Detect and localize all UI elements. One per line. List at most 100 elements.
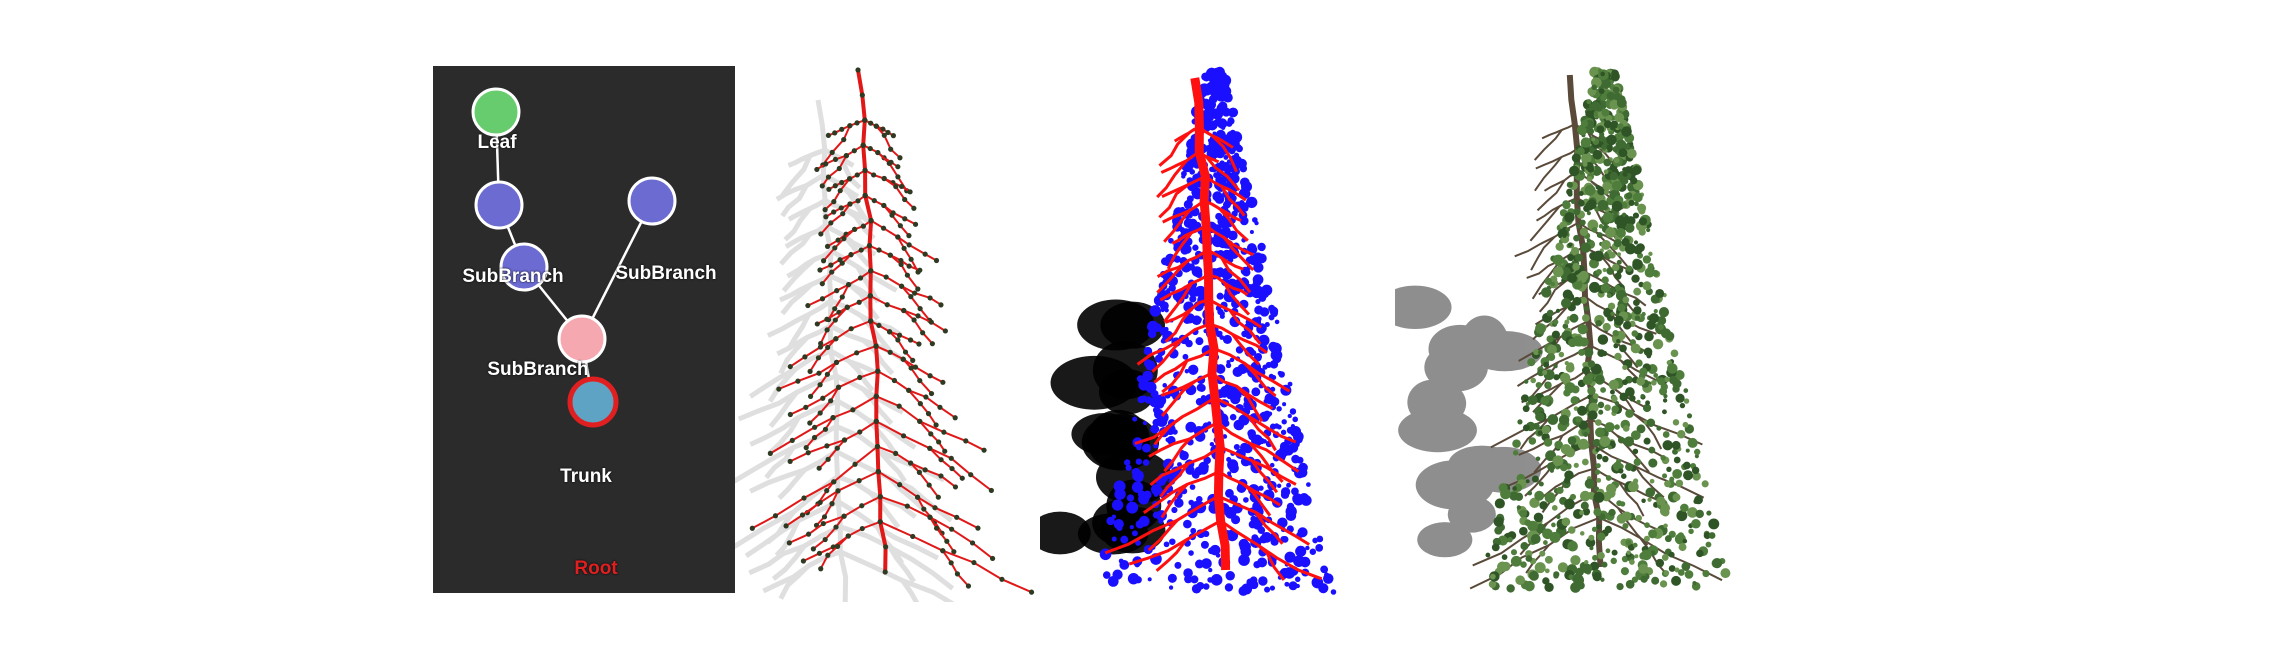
segmented-branch: [1217, 494, 1310, 546]
skeleton-branch: [821, 155, 848, 187]
textured-branch: [1533, 129, 1563, 161]
segmented-branch: [1247, 415, 1277, 452]
textured-branch: [1534, 156, 1563, 192]
skeleton-branch: [877, 470, 979, 529]
segmented-branch: [1163, 282, 1193, 323]
segmented-branch: [1155, 539, 1188, 572]
textured-branch: [1516, 344, 1591, 387]
segmented-branch: [1223, 282, 1251, 316]
segmented-branch: [1161, 360, 1189, 394]
segmented-branch: [1219, 445, 1297, 486]
segmented-branch: [1148, 421, 1219, 458]
segmented-branch: [1254, 511, 1284, 545]
segmented-branch: [1204, 175, 1247, 202]
segmented-branch: [1156, 159, 1188, 199]
node-subbranch-1: [474, 180, 524, 230]
skeleton-branch: [875, 420, 993, 492]
skeleton-branch: [819, 306, 849, 344]
skeleton-branch: [879, 495, 994, 560]
textured-branch: [1518, 418, 1591, 456]
textured-branch: [1632, 413, 1663, 450]
skeleton-branch: [827, 284, 850, 320]
segmented-branch: [1158, 183, 1189, 219]
skeleton-branch: [805, 417, 834, 449]
skeleton-branch: [809, 338, 837, 372]
textured-branch: [1593, 467, 1657, 501]
tree-skeleton-image: [711, 67, 1035, 625]
skeleton-branch: [896, 236, 919, 273]
textured-branch: [1595, 231, 1631, 271]
segmented-branch: [1211, 134, 1238, 173]
segmented-branch: [1128, 519, 1222, 566]
textured-branch: [1535, 147, 1578, 170]
skeleton-branch: [877, 445, 957, 488]
node-trunk: [557, 314, 607, 364]
segmented-branch: [1163, 437, 1191, 473]
textured-branch: [1519, 418, 1550, 450]
node-label-root: Root: [574, 558, 618, 579]
segmented-branch: [1214, 396, 1297, 444]
segmented-branch: [1228, 309, 1262, 345]
skeleton-branch: [869, 295, 946, 332]
segmented-branch: [1136, 322, 1211, 366]
textured-branch: [1634, 465, 1665, 499]
textured-branch: [1535, 197, 1578, 222]
skeleton-branch: [751, 445, 879, 530]
segmented-branch: [1241, 482, 1272, 517]
node-root: [567, 376, 619, 428]
skeleton-branch: [875, 395, 985, 452]
hierarchy-graph: [471, 87, 677, 428]
skeleton-branch: [821, 125, 851, 166]
segmented-branch: [1205, 155, 1241, 192]
skeleton-branch: [877, 370, 956, 419]
tree-textured-render: [1378, 62, 1775, 602]
segmented-branch: [1216, 421, 1300, 473]
skeleton-branch: [929, 516, 955, 553]
textured-branch: [1541, 123, 1576, 140]
textured-branch: [1529, 205, 1561, 242]
skeleton-branch: [809, 361, 838, 398]
skeleton-branch: [822, 228, 856, 262]
node-label-subbranch-1: SubBranch: [462, 266, 564, 287]
skeleton-branch: [900, 285, 931, 322]
skeleton-branch: [824, 178, 851, 211]
segmented-branch: [1159, 273, 1210, 302]
textured-branch: [1639, 537, 1669, 576]
segmented-branch: [1149, 445, 1222, 487]
skeleton-branch: [883, 204, 910, 237]
skeleton-branch: [875, 125, 901, 159]
tree-skeleton-render: [711, 62, 1045, 625]
hierarchy-graph-panel: Leaf SubBranch SubBranch SubBranch Trunk…: [433, 66, 735, 593]
node-label-subbranch-3: SubBranch: [615, 263, 717, 284]
skeleton-branch: [789, 320, 871, 368]
skeleton-branch: [888, 330, 914, 362]
textured-branch: [1617, 481, 1645, 517]
textured-branch: [1514, 221, 1579, 258]
skeleton-branch: [907, 389, 937, 426]
node-subbranch-2: [499, 242, 549, 292]
skeleton-branch: [815, 490, 839, 526]
segmented-branch: [1142, 470, 1220, 515]
tree-segmented-image: [1029, 66, 1337, 596]
skeleton-branch: [812, 515, 845, 550]
segmented-branch: [1249, 442, 1284, 483]
textured-branch: [1536, 179, 1566, 212]
skeleton-branch: [819, 535, 849, 570]
skeleton-branch: [889, 254, 919, 290]
segmented-branch: [1218, 207, 1249, 242]
skeleton-branch: [903, 309, 934, 345]
segmented-branch: [1235, 385, 1264, 423]
segmented-branch: [1160, 483, 1189, 519]
skeleton-branch: [877, 151, 908, 192]
segmented-branch: [1153, 347, 1215, 384]
segmented-branch: [1164, 307, 1194, 343]
segmented-branch: [1220, 257, 1252, 294]
segmented-branch: [1243, 362, 1277, 398]
textured-branch: [1528, 361, 1560, 400]
skeleton-branch: [821, 253, 852, 285]
skeleton-branch: [818, 439, 846, 469]
segmented-branch: [1256, 543, 1286, 581]
skeleton-branch: [785, 470, 879, 527]
segmented-branch: [1208, 273, 1249, 297]
textured-branch: [1538, 279, 1568, 313]
